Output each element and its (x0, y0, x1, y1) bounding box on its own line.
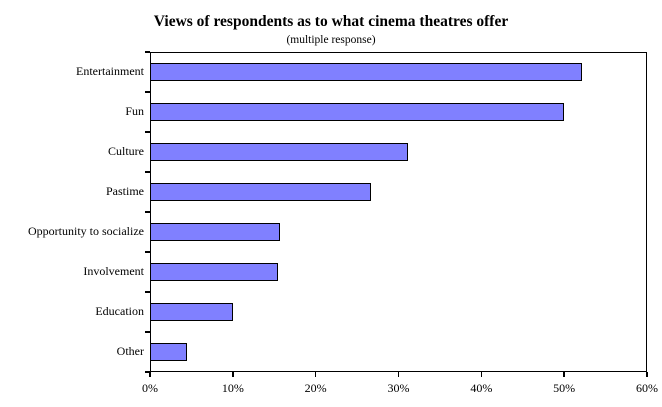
bar (150, 143, 408, 161)
bar (150, 103, 565, 121)
bar (150, 303, 233, 321)
bar (150, 223, 281, 241)
y-axis-tick (145, 171, 150, 173)
category-label: Fun (125, 104, 144, 118)
x-axis-tick-label: 10% (221, 381, 244, 395)
y-axis-tick (145, 91, 150, 93)
category-label: Pastime (106, 184, 144, 198)
x-axis-tick-label: 40% (470, 381, 493, 395)
y-axis-tick (145, 291, 150, 293)
x-axis-tick (563, 372, 565, 377)
category-label: Other (116, 344, 144, 358)
x-axis-tick (646, 372, 648, 377)
x-axis-tick (149, 372, 151, 377)
x-axis-tick (232, 372, 234, 377)
category-label: Involvement (83, 264, 144, 278)
x-axis-tick (397, 372, 400, 377)
y-axis-tick (145, 371, 150, 373)
chart-subtitle: (multiple response) (286, 34, 376, 46)
y-axis-tick (145, 211, 150, 213)
y-axis-tick (145, 131, 150, 133)
x-axis-tick (314, 372, 317, 377)
x-axis-tick-label: 50% (553, 381, 576, 395)
plot-area (150, 52, 647, 372)
bar (150, 183, 372, 201)
chart-title: Views of respondents as to what cinema t… (153, 13, 509, 30)
x-axis-tick-label: 20% (304, 381, 327, 395)
bar (150, 263, 278, 281)
y-axis-tick (145, 331, 150, 333)
y-axis-tick (145, 51, 150, 53)
x-axis-tick-label: 30% (387, 381, 410, 395)
category-label: Education (95, 304, 144, 318)
x-axis-tick-label: 60% (636, 381, 658, 395)
category-label: Entertainment (76, 64, 144, 78)
x-axis-tick (480, 372, 483, 377)
category-label: Opportunity to socialize (28, 224, 144, 238)
y-axis-tick (145, 251, 150, 253)
bar (150, 63, 583, 81)
x-axis-tick-label: 0% (142, 381, 158, 395)
bar (150, 343, 188, 361)
category-label: Culture (108, 144, 144, 158)
